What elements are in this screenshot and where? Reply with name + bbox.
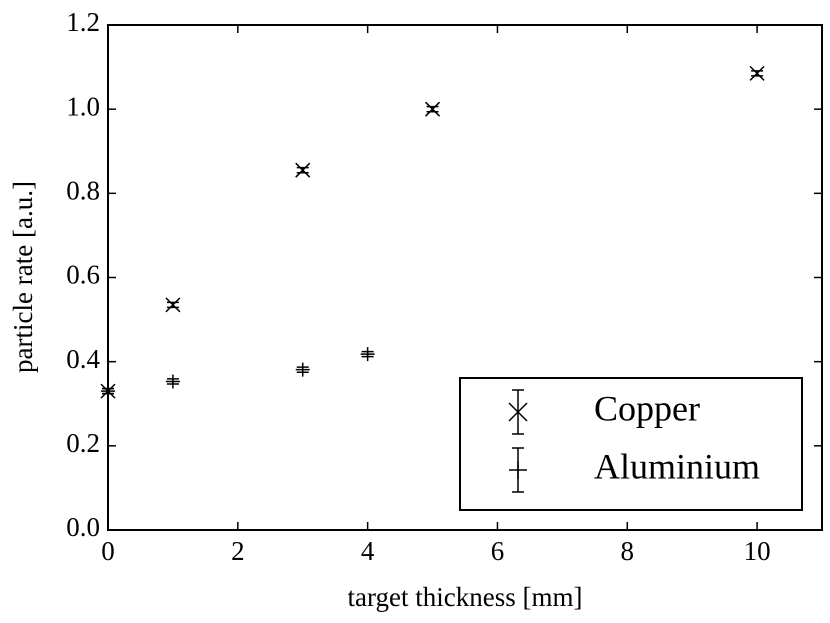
marker — [749, 65, 765, 81]
x-tick-label: 0 — [101, 536, 115, 566]
y-tick-label: 0.2 — [66, 428, 100, 458]
y-tick-label: 1.2 — [66, 7, 100, 37]
marker — [165, 297, 181, 313]
marker — [425, 101, 441, 117]
y-tick-label: 0.8 — [66, 176, 100, 206]
y-tick-label: 1.0 — [66, 91, 100, 121]
x-tick-label: 4 — [361, 536, 375, 566]
x-axis-label: target thickness [mm] — [348, 582, 583, 612]
legend-marker — [508, 402, 528, 422]
legend-box — [459, 377, 803, 511]
marker — [165, 374, 180, 389]
marker — [295, 362, 310, 377]
y-tick-label: 0.0 — [66, 512, 100, 542]
y-tick-label: 0.4 — [66, 344, 100, 374]
y-axis-label: particle rate [a.u.] — [8, 181, 38, 373]
x-tick-label: 10 — [744, 536, 771, 566]
y-tick-label: 0.6 — [66, 260, 100, 290]
marker — [360, 347, 375, 362]
x-tick-label: 8 — [621, 536, 635, 566]
legend-label: Aluminium — [594, 446, 760, 486]
x-tick-label: 6 — [491, 536, 505, 566]
x-tick-label: 2 — [231, 536, 245, 566]
marker — [295, 162, 311, 178]
legend-label: Copper — [594, 388, 700, 428]
legend-marker — [509, 461, 527, 479]
marker — [101, 384, 115, 399]
